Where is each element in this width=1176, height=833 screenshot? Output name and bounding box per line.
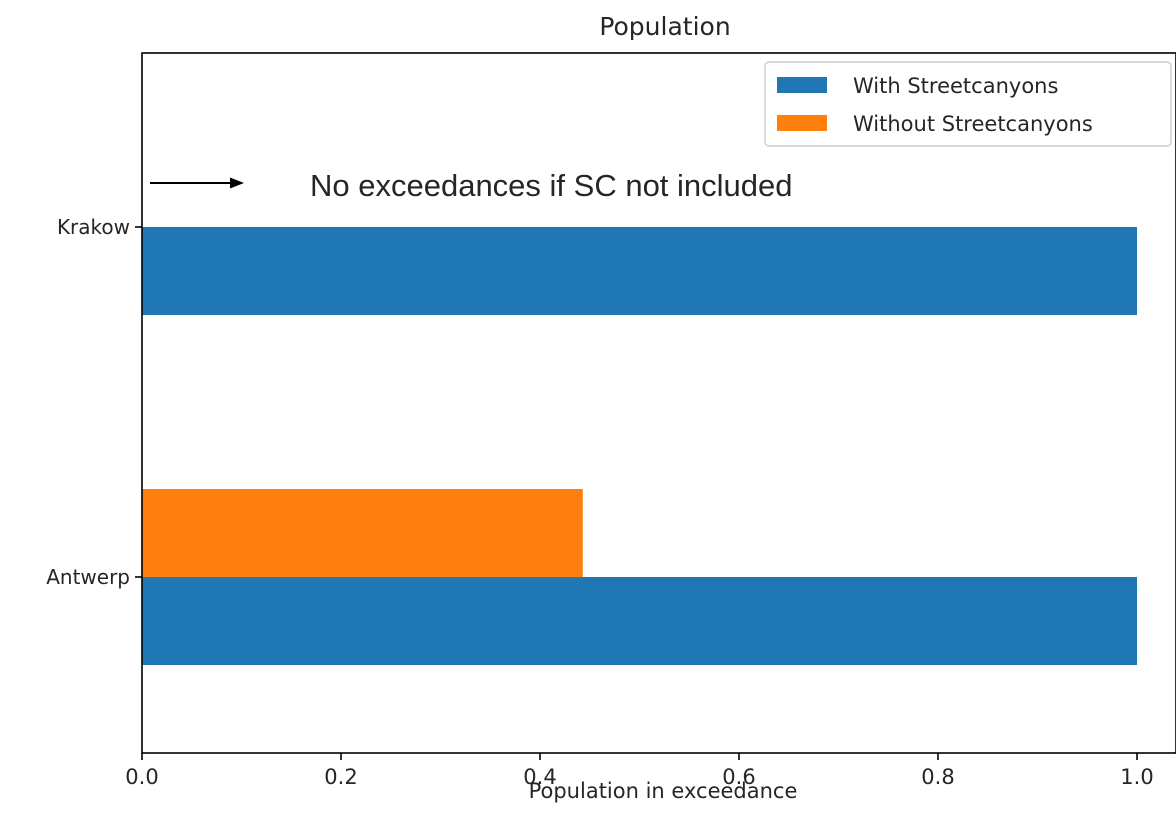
x-tick-label: 0.8 (921, 765, 954, 789)
plot-frame (141, 52, 1176, 754)
x-tick-label: 0.6 (722, 765, 755, 789)
x-tick-label: 0.2 (324, 765, 357, 789)
x-ticks: 0.0 0.2 0.4 0.6 0.8 1.0 (125, 753, 1154, 789)
bar-krakow-with-streetcanyons (142, 227, 1137, 315)
y-tick-label: Krakow (57, 215, 130, 239)
right-arrow-head-icon (230, 177, 244, 189)
y-ticks: Antwerp Krakow (46, 215, 142, 589)
legend-label-without-streetcanyons: Without Streetcanyons (853, 112, 1093, 136)
bar-antwerp-with-streetcanyons (142, 577, 1137, 665)
x-tick-label: 0.4 (523, 765, 556, 789)
legend: With Streetcanyons Without Streetcanyons (764, 61, 1172, 147)
annotation-text: No exceedances if SC not included (310, 168, 793, 203)
bar-antwerp-without-streetcanyons (142, 489, 583, 577)
x-tick-label: 1.0 (1120, 765, 1153, 789)
chart-title: Population (599, 12, 730, 41)
x-tick-label: 0.0 (125, 765, 158, 789)
x-axis-label: Population in exceedance (529, 779, 798, 803)
legend-swatch-without-streetcanyons (777, 115, 827, 131)
bars-layer (142, 227, 1137, 665)
legend-label-with-streetcanyons: With Streetcanyons (853, 74, 1058, 98)
legend-box (764, 61, 1172, 147)
legend-swatch-with-streetcanyons (777, 77, 827, 93)
y-tick-label: Antwerp (46, 565, 130, 589)
annotation: No exceedances if SC not included (150, 168, 793, 203)
